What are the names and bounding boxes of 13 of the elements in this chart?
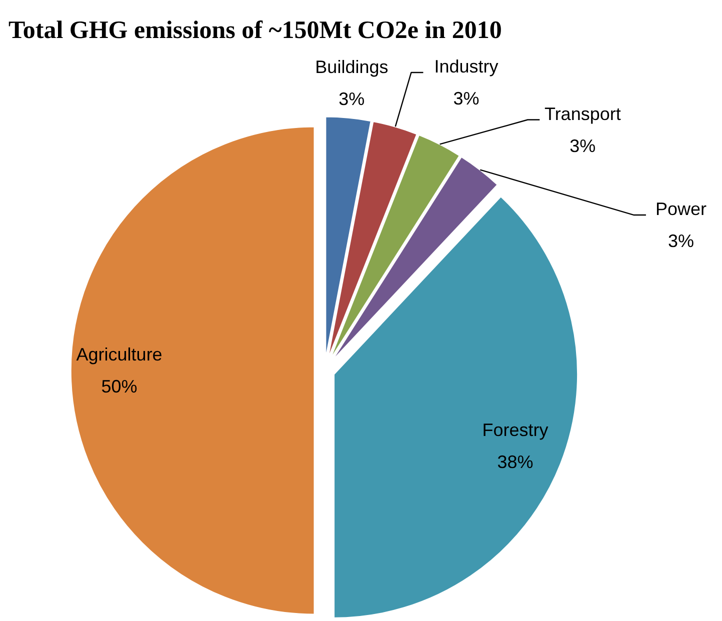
slice-label: Transport [544, 104, 621, 124]
data-label: 3% [668, 231, 694, 252]
slice-label: Agriculture [76, 344, 162, 364]
data-label: 38% [497, 452, 534, 472]
chart-title: Total GHG emissions of ~150Mt CO2e in 2010 [8, 17, 502, 44]
slice-label: Power [655, 199, 706, 220]
slice-label: Industry [434, 56, 498, 76]
data-label: 3% [453, 88, 480, 108]
slice-label: Forestry [482, 420, 548, 440]
slice-label: Buildings [315, 56, 388, 77]
data-label: 50% [101, 376, 138, 396]
data-label: 3% [570, 136, 596, 156]
data-label: 3% [338, 88, 365, 109]
